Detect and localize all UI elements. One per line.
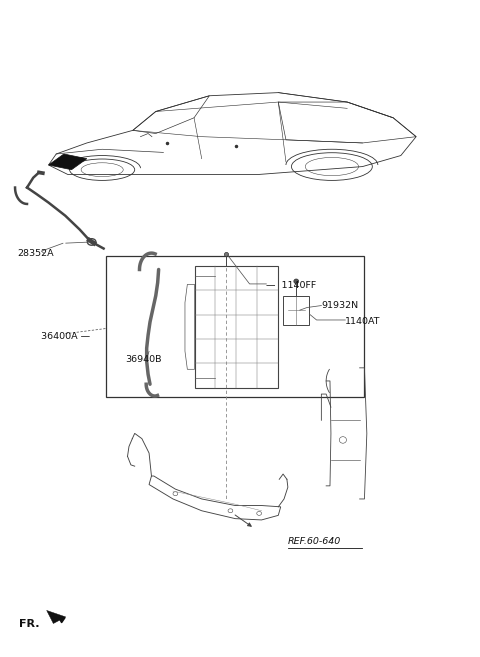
Text: REF.60-640: REF.60-640 (288, 537, 341, 546)
Text: 28352A: 28352A (17, 248, 54, 258)
Polygon shape (48, 154, 87, 170)
Bar (283, 296, 310, 325)
Text: —  1140FF: — 1140FF (266, 281, 317, 290)
Ellipse shape (294, 279, 299, 284)
Bar (106, 256, 364, 397)
Text: 36400A —: 36400A — (41, 332, 91, 341)
Bar (194, 266, 278, 388)
Text: 36940B: 36940B (125, 355, 162, 365)
Text: 91932N: 91932N (322, 301, 359, 310)
Text: 1140AT: 1140AT (345, 317, 381, 327)
Text: FR.: FR. (19, 619, 39, 629)
Polygon shape (47, 610, 66, 623)
